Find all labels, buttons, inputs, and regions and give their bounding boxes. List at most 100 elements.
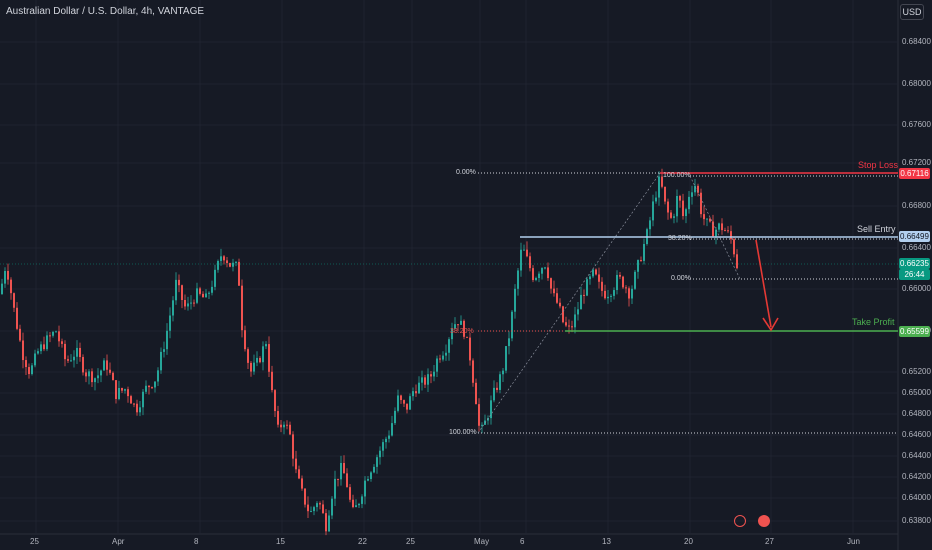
candle-body <box>310 511 312 513</box>
candle-body <box>598 274 600 282</box>
candle-body <box>439 358 441 360</box>
candle-body <box>268 344 270 372</box>
candle-body <box>85 372 87 377</box>
candle-body <box>244 330 246 350</box>
candle-body <box>343 462 345 474</box>
candle-body <box>19 328 21 341</box>
candle-body <box>355 505 357 508</box>
candle-body <box>271 371 273 391</box>
y-tick-label: 0.64000 <box>902 493 931 502</box>
candle-body <box>16 307 18 329</box>
candle-body <box>286 424 288 426</box>
candle-body <box>694 185 696 193</box>
y-tick-label: 0.68000 <box>902 79 931 88</box>
candle-body <box>373 466 375 473</box>
candle-body <box>73 356 75 361</box>
candle-body <box>34 353 36 366</box>
candle-body <box>208 292 210 294</box>
candle-body <box>613 290 615 296</box>
candle-body <box>436 358 438 372</box>
candle-body <box>238 261 240 286</box>
candle-body <box>505 346 507 371</box>
candle-body <box>469 337 471 361</box>
candle-body <box>193 302 195 304</box>
candle-body <box>28 367 30 375</box>
candle-body <box>91 371 93 383</box>
candle-body <box>718 223 720 230</box>
candle-body <box>478 404 480 426</box>
candle-body <box>550 278 552 289</box>
candle-body <box>217 260 219 270</box>
candle-body <box>163 349 165 352</box>
candle-body <box>688 196 690 210</box>
y-tick-label: 0.67600 <box>902 120 931 129</box>
candle-body <box>61 341 63 344</box>
x-tick-label: 27 <box>765 537 774 546</box>
candle-body <box>463 320 465 337</box>
candle-body <box>277 411 279 425</box>
candle-body <box>58 331 60 342</box>
candle-body <box>376 457 378 467</box>
candle-body <box>10 279 12 294</box>
candle-body <box>298 469 300 479</box>
candle-body <box>337 478 339 480</box>
candle-body <box>589 276 591 280</box>
candle-body <box>703 214 705 220</box>
candle-body <box>112 372 114 381</box>
candle-body <box>328 515 330 532</box>
candle-body <box>394 410 396 424</box>
candle-body <box>253 362 255 372</box>
x-tick-label: 25 <box>30 537 39 546</box>
candle-body <box>241 285 243 331</box>
candle-body <box>358 503 360 506</box>
candle-body <box>118 388 120 400</box>
candle-body <box>169 315 171 331</box>
y-tick-label: 0.66000 <box>902 284 931 293</box>
candle-body <box>205 293 207 298</box>
candle-body <box>730 231 732 240</box>
candle-body <box>481 424 483 426</box>
candle-body <box>637 260 639 272</box>
candle-body <box>643 244 645 261</box>
candle-body <box>709 218 711 222</box>
candle-body <box>139 407 141 413</box>
currency-button[interactable]: USD <box>900 4 924 20</box>
candle-body <box>325 513 327 532</box>
x-tick-label: 8 <box>194 537 199 546</box>
candle-body <box>442 355 444 360</box>
candle-body <box>124 389 126 391</box>
y-tick-label: 0.63800 <box>902 516 931 525</box>
candle-body <box>304 488 306 505</box>
candle-body <box>130 396 132 404</box>
candle-body <box>538 273 540 278</box>
candle-body <box>472 360 474 383</box>
candle-body <box>406 403 408 410</box>
fib-left-382: 38.20% <box>450 328 474 335</box>
candle-body <box>64 343 66 360</box>
candle-body <box>49 335 51 337</box>
candle-body <box>94 378 96 383</box>
x-tick-label: May <box>474 537 490 546</box>
fib-trendline-left <box>477 172 661 434</box>
us-flag-icon[interactable] <box>758 515 770 527</box>
candle-body <box>88 371 90 377</box>
candle-body <box>712 221 714 237</box>
candle-body <box>199 288 201 294</box>
sell-entry-label: Sell Entry <box>857 224 896 234</box>
candle-body <box>640 260 642 262</box>
y-tick-label: 0.66400 <box>902 243 931 252</box>
stop-loss-price-tag: 0.67116 <box>899 168 930 179</box>
candle-body <box>448 339 450 353</box>
candle-body <box>595 269 597 275</box>
candle-body <box>262 346 264 363</box>
lightning-icon[interactable] <box>734 515 746 527</box>
candle-body <box>466 336 468 338</box>
candle-body <box>592 269 594 277</box>
trade-arrow-head <box>762 317 779 332</box>
candle-body <box>511 311 513 339</box>
candle-body <box>565 322 567 326</box>
candle-body <box>307 504 309 512</box>
candle-body <box>109 369 111 373</box>
candle-body <box>631 288 633 299</box>
